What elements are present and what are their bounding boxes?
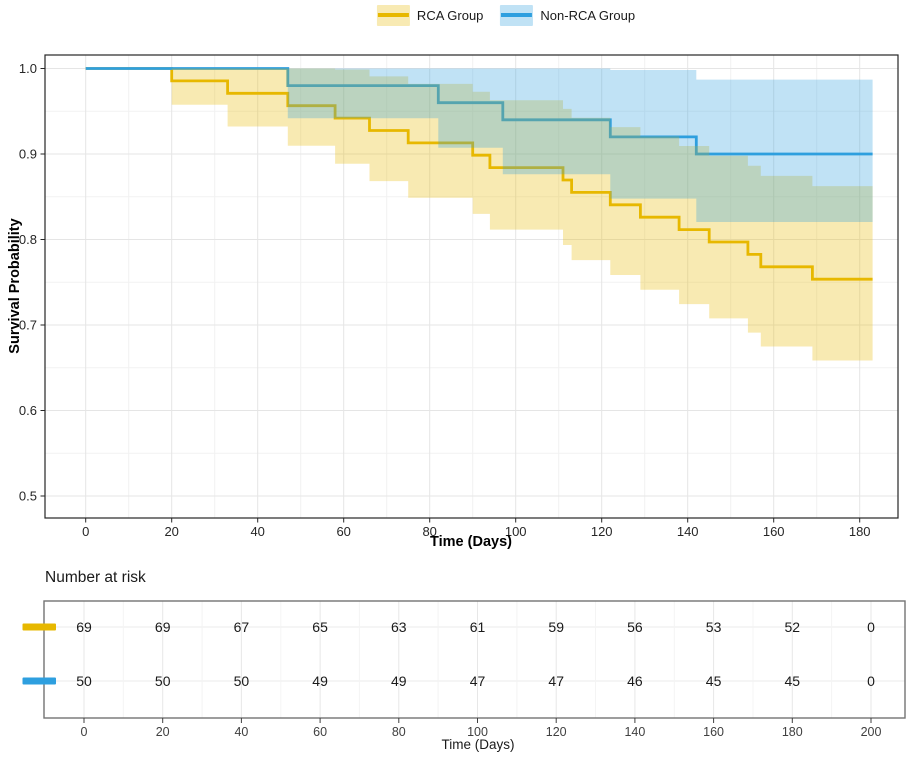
risk-table-title: Number at risk xyxy=(45,569,146,586)
y-tick-label: 0.7 xyxy=(19,318,37,333)
risk-count: 47 xyxy=(548,673,564,689)
y-tick-label: 0.8 xyxy=(19,232,37,247)
x-tick-label: 180 xyxy=(849,524,871,539)
risk-table-axis-title: Time (Days) xyxy=(441,737,515,752)
x-tick-label: 20 xyxy=(164,524,178,539)
y-tick-label: 0.5 xyxy=(19,489,37,504)
x-tick-label: 0 xyxy=(82,524,89,539)
x-tick-label: 40 xyxy=(250,524,264,539)
risk-panel-border xyxy=(43,600,906,719)
main-panel-border xyxy=(44,54,899,519)
legend-label-rca: RCA Group xyxy=(416,7,484,23)
risk-x-tick-label: 40 xyxy=(234,725,248,739)
legend-key-nonrca-icon xyxy=(500,4,534,26)
risk-count: 69 xyxy=(76,619,92,635)
risk-x-tick-label: 0 xyxy=(81,725,88,739)
risk-count: 53 xyxy=(706,619,722,635)
y-tick-label: 1.0 xyxy=(19,61,37,76)
risk-count: 45 xyxy=(785,673,801,689)
risk-count: 49 xyxy=(312,673,328,689)
risk-count: 61 xyxy=(470,619,486,635)
risk-count: 0 xyxy=(867,673,875,689)
risk-count: 46 xyxy=(627,673,643,689)
km-curve-rca xyxy=(85,67,873,281)
risk-panel-bg xyxy=(44,601,905,718)
x-tick-label: 80 xyxy=(422,524,436,539)
legend-key-rca-icon xyxy=(376,4,410,26)
risk-count: 45 xyxy=(706,673,722,689)
risk-x-tick-label: 160 xyxy=(703,725,724,739)
risk-x-tick-label: 80 xyxy=(392,725,406,739)
risk-count: 47 xyxy=(470,673,486,689)
x-tick-label: 100 xyxy=(505,524,527,539)
x-axis-title: Time (Days) xyxy=(430,534,512,550)
legend-label-nonrca: Non-RCA Group xyxy=(540,7,636,23)
y-tick-label: 0.9 xyxy=(19,147,37,162)
risk-x-tick-label: 200 xyxy=(861,725,882,739)
risk-count: 69 xyxy=(155,619,171,635)
legend-item-rca: RCA Group xyxy=(376,4,484,26)
legend-item-nonrca: Non-RCA Group xyxy=(500,4,636,26)
x-tick-label: 120 xyxy=(591,524,613,539)
km-ci-band-nonrca xyxy=(287,68,873,222)
risk-x-tick-label: 60 xyxy=(313,725,327,739)
km-ci-band-rca xyxy=(171,68,873,361)
risk-count: 67 xyxy=(234,619,250,635)
risk-count: 52 xyxy=(785,619,801,635)
risk-x-tick-label: 20 xyxy=(156,725,170,739)
y-axis-title: Survival Probability xyxy=(7,218,23,354)
risk-count: 59 xyxy=(548,619,564,635)
x-tick-label: 140 xyxy=(677,524,699,539)
risk-count: 50 xyxy=(155,673,171,689)
risk-count: 50 xyxy=(234,673,250,689)
risk-x-tick-label: 120 xyxy=(546,725,567,739)
risk-count: 65 xyxy=(312,619,328,635)
risk-count: 63 xyxy=(391,619,407,635)
risk-x-tick-label: 140 xyxy=(624,725,645,739)
risk-row-marker-rca xyxy=(22,623,56,631)
risk-count: 56 xyxy=(627,619,643,635)
km-curve-nonrca xyxy=(85,67,873,156)
y-tick-label: 0.6 xyxy=(19,403,37,418)
risk-x-tick-label: 100 xyxy=(467,725,488,739)
x-tick-label: 160 xyxy=(763,524,785,539)
risk-x-tick-label: 180 xyxy=(782,725,803,739)
main-panel-bg xyxy=(45,55,898,518)
x-tick-label: 60 xyxy=(336,524,350,539)
risk-count: 49 xyxy=(391,673,407,689)
legend: RCA Group Non-RCA Group xyxy=(376,4,636,26)
risk-count: 0 xyxy=(867,619,875,635)
risk-count: 50 xyxy=(76,673,92,689)
risk-row-marker-nonrca xyxy=(22,677,56,685)
